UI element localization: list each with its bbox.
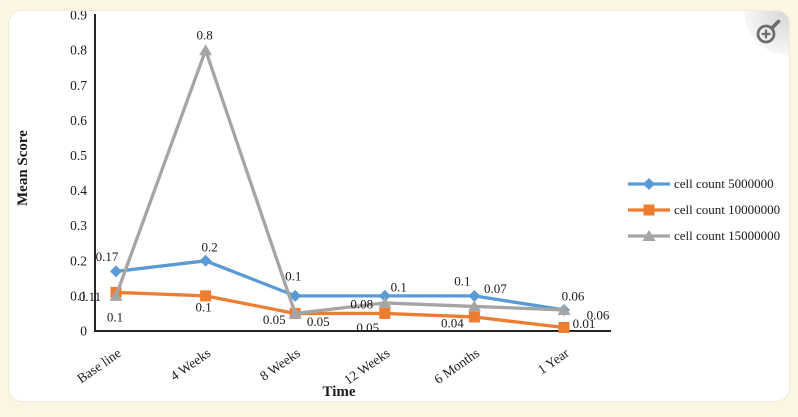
legend-entry: cell count 10000000 (627, 197, 780, 223)
data-label: 0.05 (356, 320, 379, 335)
chart-card: 0 0.1 0.2 0.3 0.4 0.5 0.6 0.7 0.8 0.9 Base line 4 W… (8, 10, 790, 402)
y-tick-label: 0.5 (70, 148, 87, 163)
data-label: 0.1 (195, 299, 211, 314)
x-tick-label: 1 Year (535, 345, 572, 377)
data-label: 0.8 (196, 28, 212, 43)
data-label: 0.01 (573, 316, 596, 331)
y-axis-title: Mean Score (15, 130, 31, 206)
data-label: 0.08 (350, 296, 373, 311)
x-axis-title: Time (322, 384, 356, 400)
y-tick-label: 0.9 (70, 11, 87, 23)
chart-legend: cell count 5000000 cell count 10000000 c… (627, 171, 780, 249)
legend-entry: cell count 15000000 (627, 223, 780, 249)
legend-entry: cell count 5000000 (627, 171, 780, 197)
legend-marker-triangle-icon (628, 230, 670, 241)
data-label: 0.04 (441, 315, 464, 330)
y-tick-label: 0.1 (70, 288, 87, 303)
data-label: 0.1 (391, 279, 407, 294)
series-cell-count-5000000: 0.17 0.2 0.1 0.1 0.1 0.06 (96, 239, 585, 316)
x-tick-label: 8 Weeks (257, 345, 303, 383)
x-tick-label: Base line (74, 345, 123, 386)
x-tick-label: 6 Months (431, 345, 482, 387)
line-chart: 0 0.1 0.2 0.3 0.4 0.5 0.6 0.7 0.8 0.9 Base line 4 W… (70, 11, 611, 387)
y-tick-label: 0.6 (70, 113, 87, 128)
x-tick-label: 4 Weeks (167, 345, 213, 383)
y-tick-label: 0.2 (70, 253, 87, 268)
data-label: 0.17 (96, 249, 119, 264)
data-label: 0.06 (562, 288, 585, 303)
y-tick-label: 0 (80, 324, 87, 339)
data-label: 0.11 (79, 289, 101, 304)
data-label: 0.2 (201, 239, 217, 254)
y-tick-label: 0.4 (70, 183, 87, 198)
series-cell-count-15000000: 0.1 0.8 0.05 0.08 0.07 0.06 (107, 28, 610, 329)
y-tick-label: 0.7 (70, 78, 87, 93)
y-tick-label: 0.8 (70, 43, 87, 58)
data-label: 0.05 (307, 314, 330, 329)
data-label: 0.05 (263, 312, 286, 327)
legend-label: cell count 10000000 (674, 202, 781, 217)
data-label: 0.1 (285, 268, 301, 283)
data-label: 0.1 (107, 309, 123, 324)
zoom-in-icon (756, 19, 780, 43)
data-label: 0.06 (587, 307, 610, 322)
y-tick-label: 0.3 (70, 218, 87, 233)
legend-label: cell count 5000000 (674, 176, 774, 191)
legend-marker-diamond-icon (628, 178, 670, 190)
data-label: 0.07 (484, 281, 507, 296)
data-label: 0.1 (454, 273, 470, 288)
legend-label: cell count 15000000 (674, 228, 781, 243)
legend-marker-square-icon (628, 204, 670, 216)
series-cell-count-10000000: 0.11 0.1 0.05 0.05 0.04 0.01 (79, 286, 596, 335)
